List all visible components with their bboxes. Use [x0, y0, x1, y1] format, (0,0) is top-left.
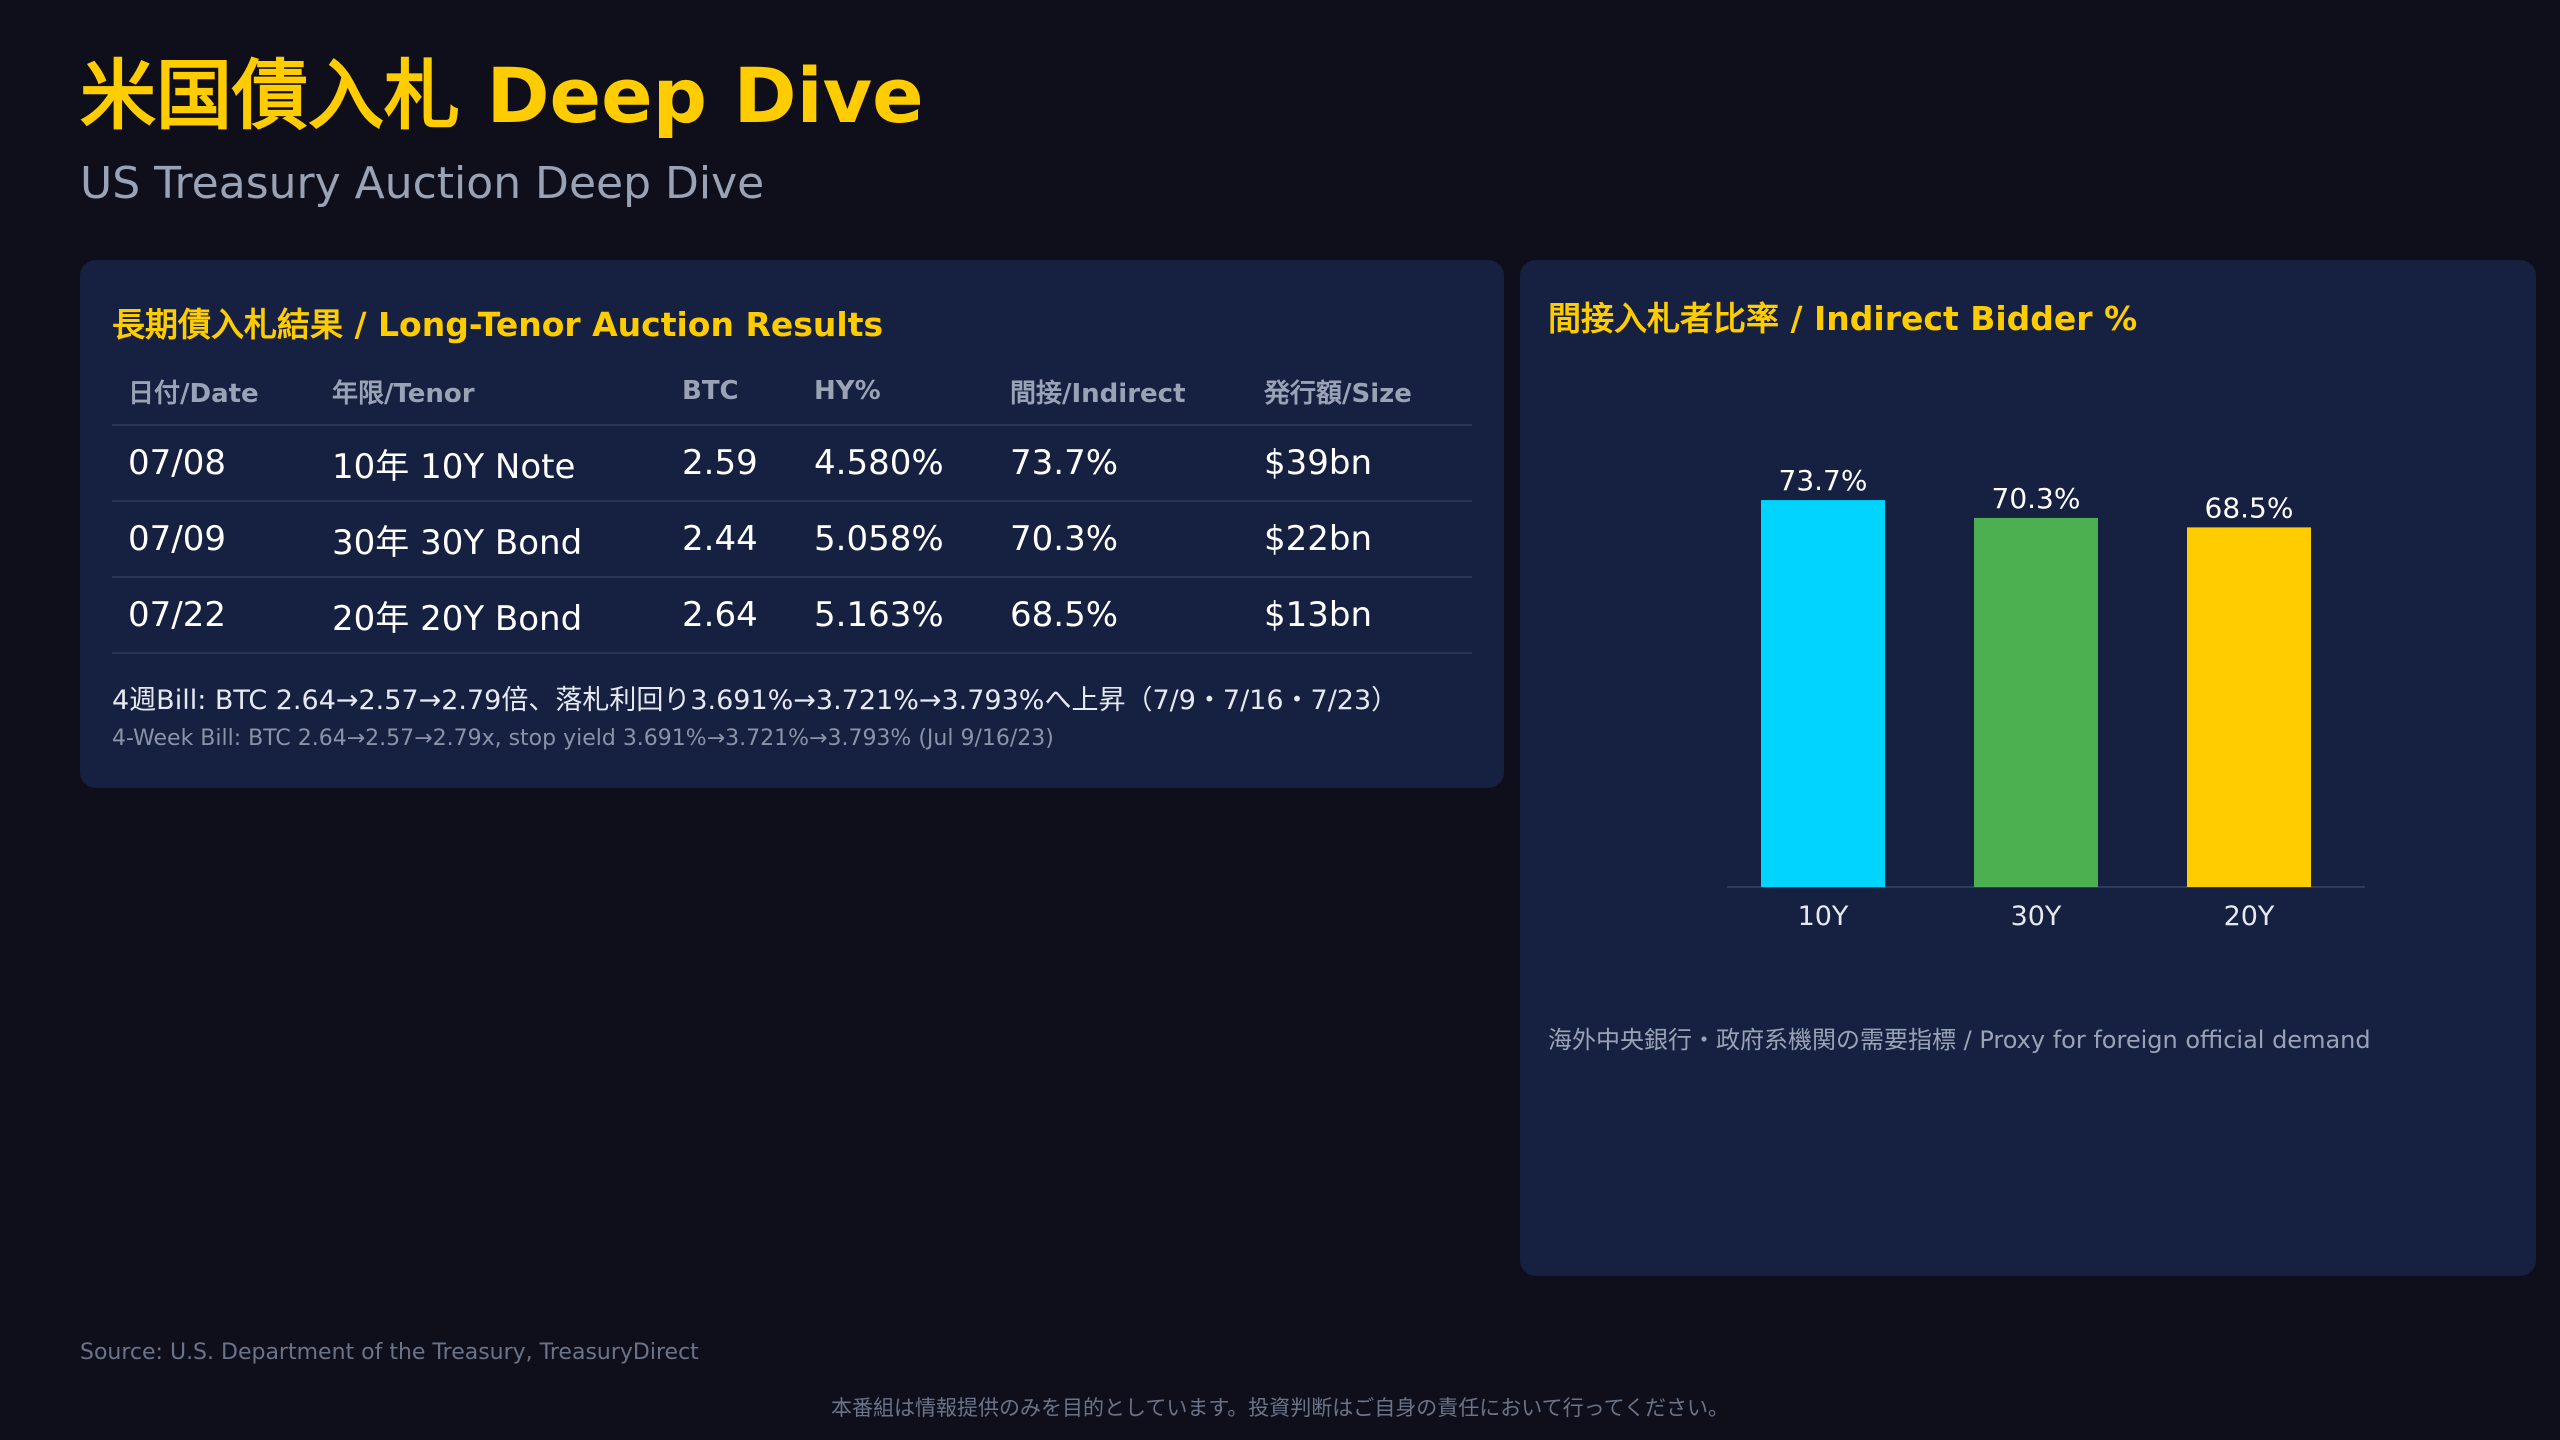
cell-tenor: 20年 20Y Bond: [316, 577, 666, 654]
column-header-date: 日付/Date: [112, 358, 316, 426]
indirect-bidder-title: 間接入札者比率 / Indirect Bidder %: [1548, 299, 2138, 338]
cell-hy: 4.580%: [798, 425, 994, 502]
cell-tenor: 30年 30Y Bond: [316, 501, 666, 578]
column-header-tenor: 年限/Tenor: [316, 358, 666, 426]
data-label: 68.5%: [2205, 491, 2294, 524]
bar-20y: [2187, 527, 2311, 887]
table-row: 07/08 10年 10Y Note 2.59 4.580% 73.7% $39…: [112, 425, 1472, 502]
auction-results-table: 日付/Date 年限/Tenor BTC HY% 間接/Indirect 発行額…: [112, 358, 1472, 654]
bar-30y: [1974, 517, 2098, 887]
auction-results-card: 長期債入札結果 / Long-Tenor Auction Results 日付/…: [80, 260, 1504, 788]
x-tick-label: 20Y: [2224, 901, 2275, 932]
data-label: 73.7%: [1779, 464, 1868, 497]
x-tick-label: 30Y: [2011, 901, 2062, 932]
cell-indirect: 68.5%: [994, 577, 1248, 654]
column-header-indirect: 間接/Indirect: [994, 358, 1248, 426]
column-header-btc: BTC: [666, 358, 798, 426]
bill-note-japanese: 4週Bill: BTC 2.64→2.57→2.79倍、落札利回り3.691%→…: [112, 685, 1399, 716]
cell-btc: 2.59: [666, 425, 798, 502]
source-note: Source: U.S. Department of the Treasury,…: [80, 1340, 699, 1365]
disclaimer: 本番組は情報提供のみを目的としています。投資判断はご自身の責任において行ってくだ…: [831, 1396, 1729, 1420]
cell-size: $13bn: [1248, 577, 1472, 654]
table-row: 07/22 20年 20Y Bond 2.64 5.163% 68.5% $13…: [112, 577, 1472, 654]
cell-date: 07/22: [112, 577, 316, 654]
cell-hy: 5.163%: [798, 577, 994, 654]
auction-results-title: 長期債入札結果 / Long-Tenor Auction Results: [112, 305, 884, 344]
cell-size: $22bn: [1248, 501, 1472, 578]
cell-indirect: 73.7%: [994, 425, 1248, 502]
indirect-bidder-chart: 73.7% 10Y 70.3% 30Y 68.5% 20Y: [1727, 464, 2365, 932]
table-row: 07/09 30年 30Y Bond 2.44 5.058% 70.3% $22…: [112, 501, 1472, 578]
cell-btc: 2.64: [666, 577, 798, 654]
cell-tenor: 10年 10Y Note: [316, 425, 666, 502]
cell-hy: 5.058%: [798, 501, 994, 578]
bill-note-english: 4-Week Bill: BTC 2.64→2.57→2.79x, stop y…: [112, 726, 1054, 751]
column-header-size: 発行額/Size: [1248, 358, 1472, 426]
cell-size: $39bn: [1248, 425, 1472, 502]
data-label: 70.3%: [1992, 482, 2081, 515]
bar-10y: [1761, 500, 1885, 887]
cell-btc: 2.44: [666, 501, 798, 578]
page-subtitle: US Treasury Auction Deep Dive: [80, 158, 765, 209]
column-header-hy: HY%: [798, 358, 994, 426]
table-header-row: 日付/Date 年限/Tenor BTC HY% 間接/Indirect 発行額…: [112, 358, 1472, 426]
cell-date: 07/09: [112, 501, 316, 578]
indirect-bidder-card: 間接入札者比率 / Indirect Bidder % 73.7% 10Y 70.3…: [1520, 260, 2536, 1276]
chart-caption: 海外中央銀行・政府系機関の需要指標 / Proxy for foreign of…: [1548, 1026, 2371, 1054]
x-tick-label: 10Y: [1798, 901, 1849, 932]
cell-indirect: 70.3%: [994, 501, 1248, 578]
page-title: 米国債入札 Deep Dive: [80, 51, 924, 140]
cell-date: 07/08: [112, 425, 316, 502]
